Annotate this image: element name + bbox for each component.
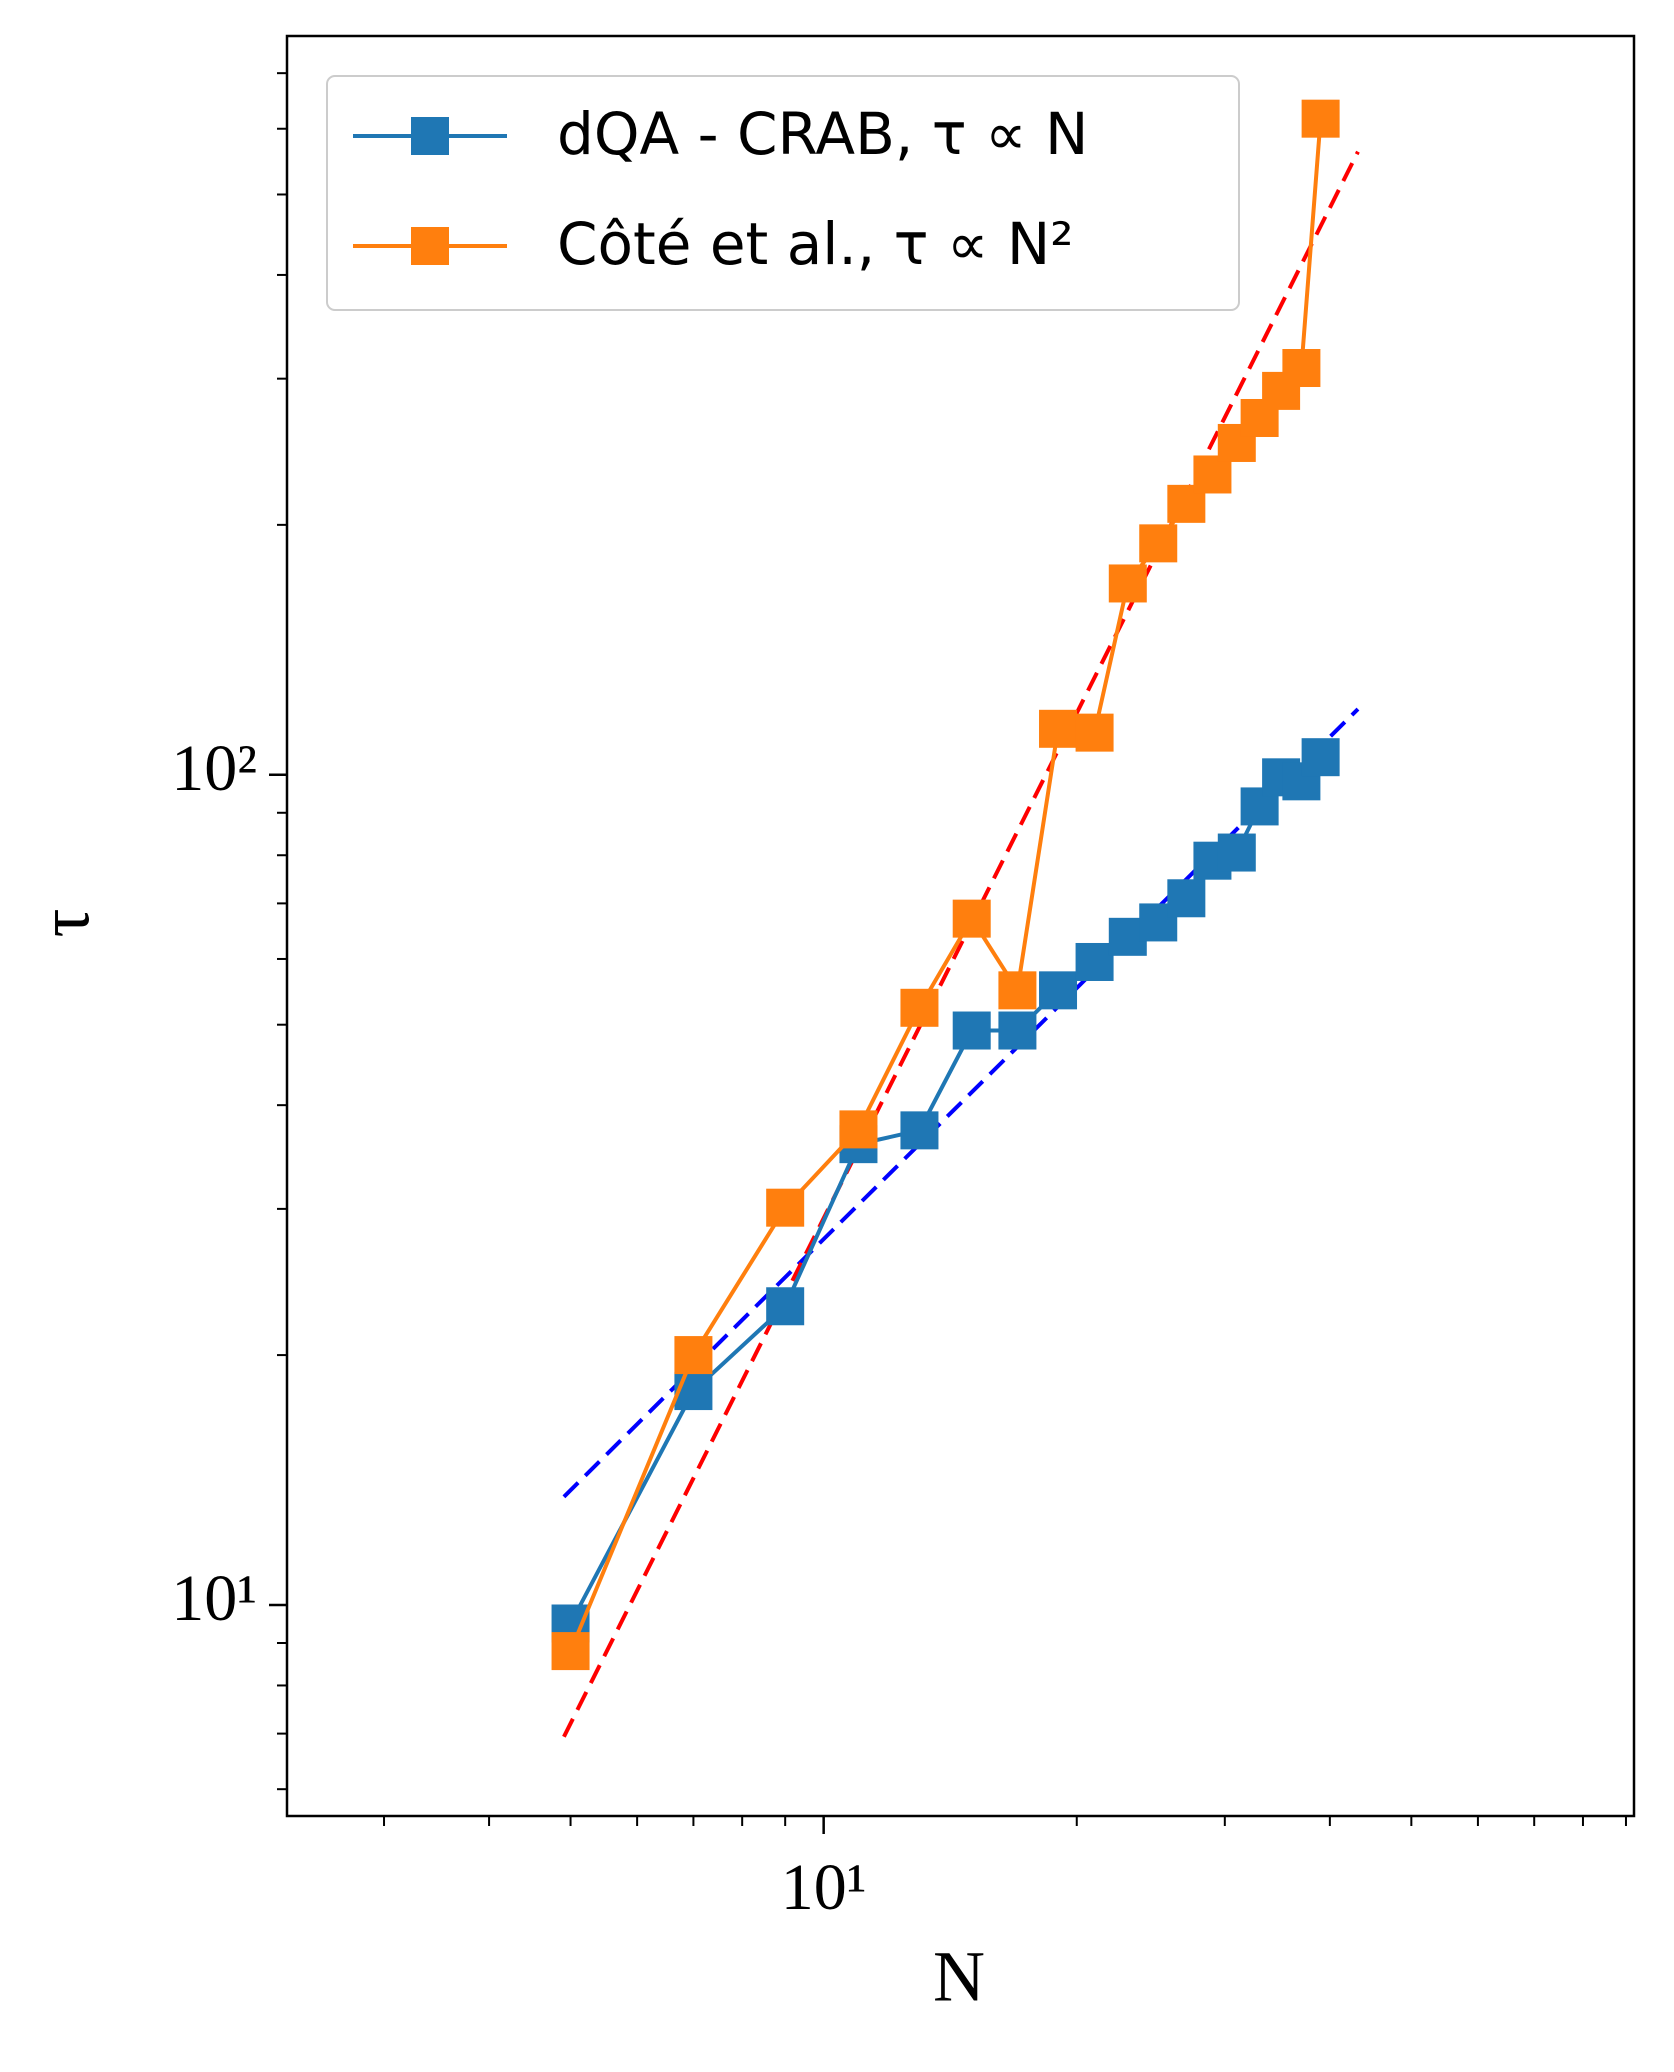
marker	[1301, 99, 1340, 138]
legend-marker	[411, 227, 449, 265]
legend-label: dQA - CRAB, τ ∝ N	[557, 100, 1088, 168]
marker	[1039, 709, 1078, 748]
marker	[900, 988, 939, 1027]
legend-marker	[411, 117, 449, 155]
marker	[1282, 349, 1321, 388]
marker	[1167, 879, 1206, 918]
marker	[674, 1336, 713, 1375]
marker	[839, 1110, 878, 1149]
y-tick-label: 10²	[171, 732, 257, 805]
marker	[952, 899, 991, 938]
x-axis-label: N	[933, 1937, 985, 2017]
legend-box	[326, 75, 1240, 311]
marker	[1301, 738, 1340, 777]
marker	[551, 1632, 590, 1671]
marker	[1039, 971, 1078, 1010]
marker	[766, 1188, 805, 1227]
series-line	[568, 755, 1323, 1625]
marker	[998, 971, 1037, 1010]
marker	[766, 1287, 805, 1326]
marker	[1139, 524, 1178, 563]
marker	[1075, 942, 1114, 981]
y-axis-label: τ	[25, 909, 105, 938]
marker	[998, 1011, 1037, 1050]
marker	[674, 1372, 713, 1411]
marker	[900, 1111, 939, 1150]
fit-line	[562, 150, 1360, 1738]
series-line	[568, 118, 1323, 1652]
marker	[1075, 713, 1114, 752]
axes-frame	[285, 34, 1636, 1818]
marker	[952, 1011, 991, 1050]
marker	[1217, 833, 1256, 872]
x-tick-label: 10¹	[781, 1851, 867, 1924]
y-tick-label: 10¹	[171, 1562, 257, 1635]
legend-label: Côté et al., τ ∝ N²	[557, 210, 1074, 278]
marker	[1108, 564, 1147, 603]
